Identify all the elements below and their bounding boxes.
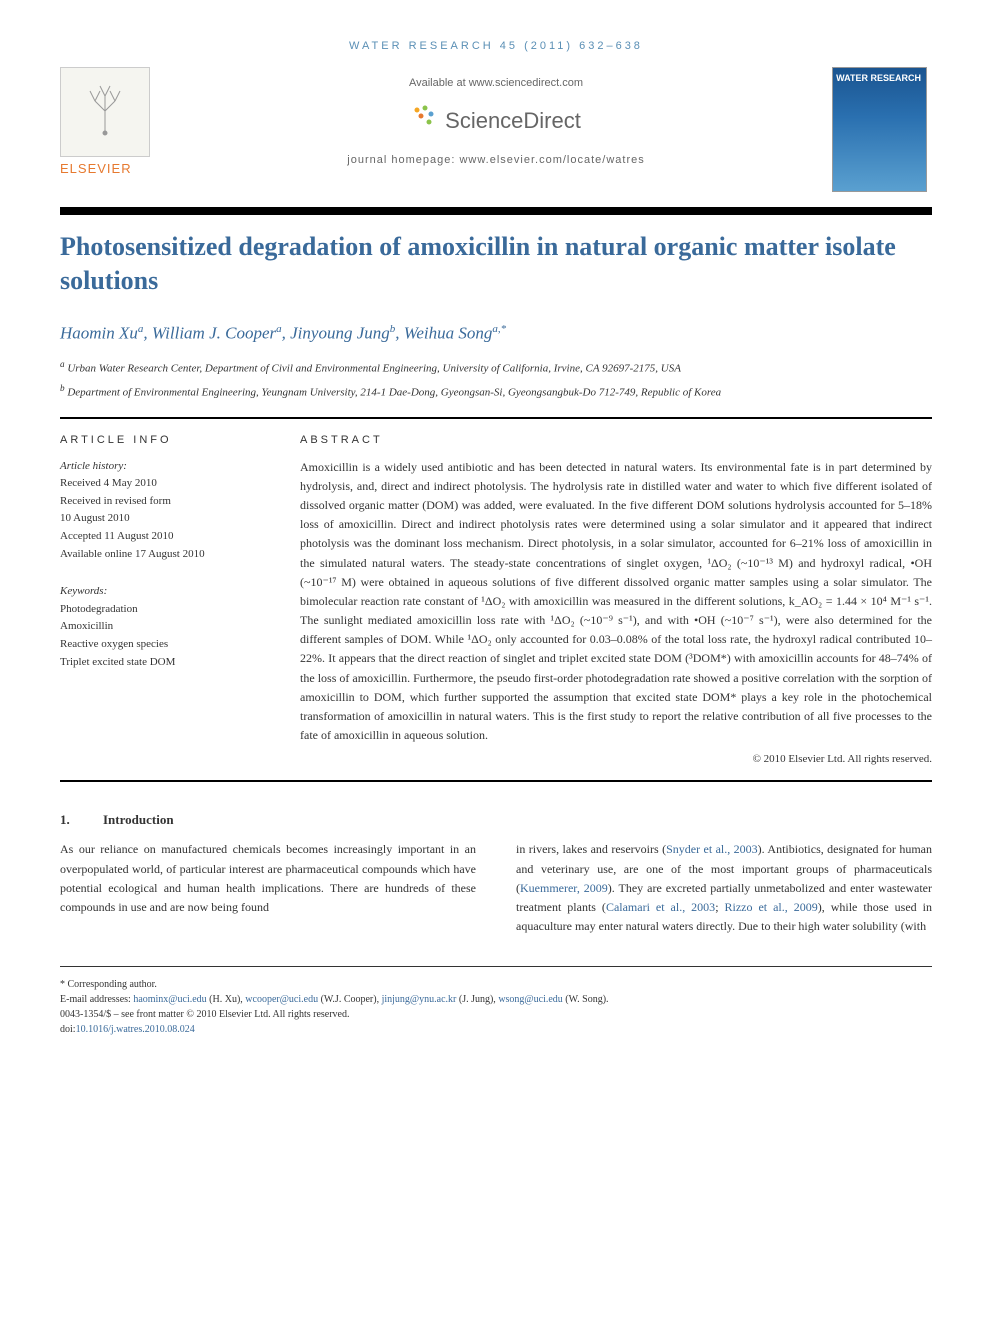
- elsevier-name: ELSEVIER: [60, 161, 160, 176]
- reference-link[interactable]: Calamari et al., 2003: [606, 900, 715, 914]
- cover-block: WATER RESEARCH: [832, 67, 932, 192]
- elsevier-logo: [60, 67, 150, 157]
- introduction-section: 1. Introduction As our reliance on manuf…: [60, 812, 932, 936]
- journal-homepage: journal homepage: www.elsevier.com/locat…: [160, 154, 832, 166]
- divider-bar-2: [60, 780, 932, 782]
- reference-link[interactable]: Snyder et al., 2003: [666, 842, 758, 856]
- elsevier-block: ELSEVIER: [60, 67, 160, 176]
- abstract-text: Amoxicillin is a widely used antibiotic …: [300, 458, 932, 746]
- doi-line: doi:10.1016/j.watres.2010.08.024: [60, 1022, 932, 1037]
- history-item: Received 4 May 2010: [60, 475, 260, 493]
- article-info-column: ARTICLE INFO Article history: Received 4…: [60, 434, 260, 766]
- keyword-item: Reactive oxygen species: [60, 636, 260, 654]
- history-item: 10 August 2010: [60, 510, 260, 528]
- footer: * Corresponding author. E-mail addresses…: [60, 966, 932, 1037]
- intro-number: 1.: [60, 812, 70, 827]
- info-abstract-row: ARTICLE INFO Article history: Received 4…: [60, 434, 932, 766]
- doi-link[interactable]: 10.1016/j.watres.2010.08.024: [76, 1024, 195, 1035]
- keywords-block: Keywords: PhotodegradationAmoxicillinRea…: [60, 583, 260, 671]
- email-link[interactable]: haominx@uci.edu: [133, 994, 206, 1005]
- reference-link[interactable]: Rizzo et al., 2009: [725, 900, 818, 914]
- journal-cover-image: WATER RESEARCH: [832, 67, 927, 192]
- keyword-item: Triplet excited state DOM: [60, 654, 260, 672]
- keywords-list: PhotodegradationAmoxicillinReactive oxyg…: [60, 601, 260, 671]
- keywords-label: Keywords:: [60, 583, 260, 601]
- email-link[interactable]: wsong@uci.edu: [498, 994, 562, 1005]
- affiliation-b: b Department of Environmental Engineerin…: [60, 382, 932, 401]
- reference-link[interactable]: Kuemmerer, 2009: [520, 881, 608, 895]
- intro-col-2: in rivers, lakes and reservoirs (Snyder …: [516, 840, 932, 936]
- center-header: Available at www.sciencedirect.com Scien…: [160, 67, 832, 166]
- header-row: ELSEVIER Available at www.sciencedirect.…: [60, 67, 932, 192]
- intro-col-1: As our reliance on manufactured chemical…: [60, 840, 476, 936]
- title-bar-top: [60, 207, 932, 215]
- intro-heading: 1. Introduction: [60, 812, 932, 828]
- intro-columns: As our reliance on manufactured chemical…: [60, 840, 932, 936]
- affiliation-a: a Urban Water Research Center, Departmen…: [60, 358, 932, 377]
- article-title: Photosensitized degradation of amoxicill…: [60, 230, 932, 298]
- authors-line: Haomin Xua, William J. Coopera, Jinyoung…: [60, 323, 932, 344]
- abstract-label: ABSTRACT: [300, 434, 932, 446]
- sd-brand-text: ScienceDirect: [445, 108, 581, 133]
- abstract-copyright: © 2010 Elsevier Ltd. All rights reserved…: [300, 753, 932, 765]
- journal-reference: WATER RESEARCH 45 (2011) 632–638: [60, 40, 932, 52]
- intro-title: Introduction: [103, 812, 174, 827]
- history-label: Article history:: [60, 458, 260, 476]
- history-item: Accepted 11 August 2010: [60, 528, 260, 546]
- cover-title: WATER RESEARCH: [836, 73, 921, 83]
- email-link[interactable]: wcooper@uci.edu: [245, 994, 318, 1005]
- abstract-column: ABSTRACT Amoxicillin is a widely used an…: [300, 434, 932, 766]
- history-item: Available online 17 August 2010: [60, 546, 260, 564]
- sd-dots-icon: [411, 112, 440, 132]
- available-text: Available at www.sciencedirect.com: [160, 77, 832, 89]
- issn-line: 0043-1354/$ – see front matter © 2010 El…: [60, 1007, 932, 1022]
- divider-bar: [60, 417, 932, 419]
- article-info-label: ARTICLE INFO: [60, 434, 260, 446]
- sciencedirect-logo: ScienceDirect: [160, 104, 832, 134]
- corresponding-author: * Corresponding author.: [60, 977, 932, 992]
- history-item: Received in revised form: [60, 493, 260, 511]
- elsevier-tree-icon: [70, 71, 140, 153]
- history-list: Received 4 May 2010Received in revised f…: [60, 475, 260, 563]
- email-link[interactable]: jinjung@ynu.ac.kr: [382, 994, 457, 1005]
- keyword-item: Photodegradation: [60, 601, 260, 619]
- email-line: E-mail addresses: haominx@uci.edu (H. Xu…: [60, 992, 932, 1007]
- keyword-item: Amoxicillin: [60, 618, 260, 636]
